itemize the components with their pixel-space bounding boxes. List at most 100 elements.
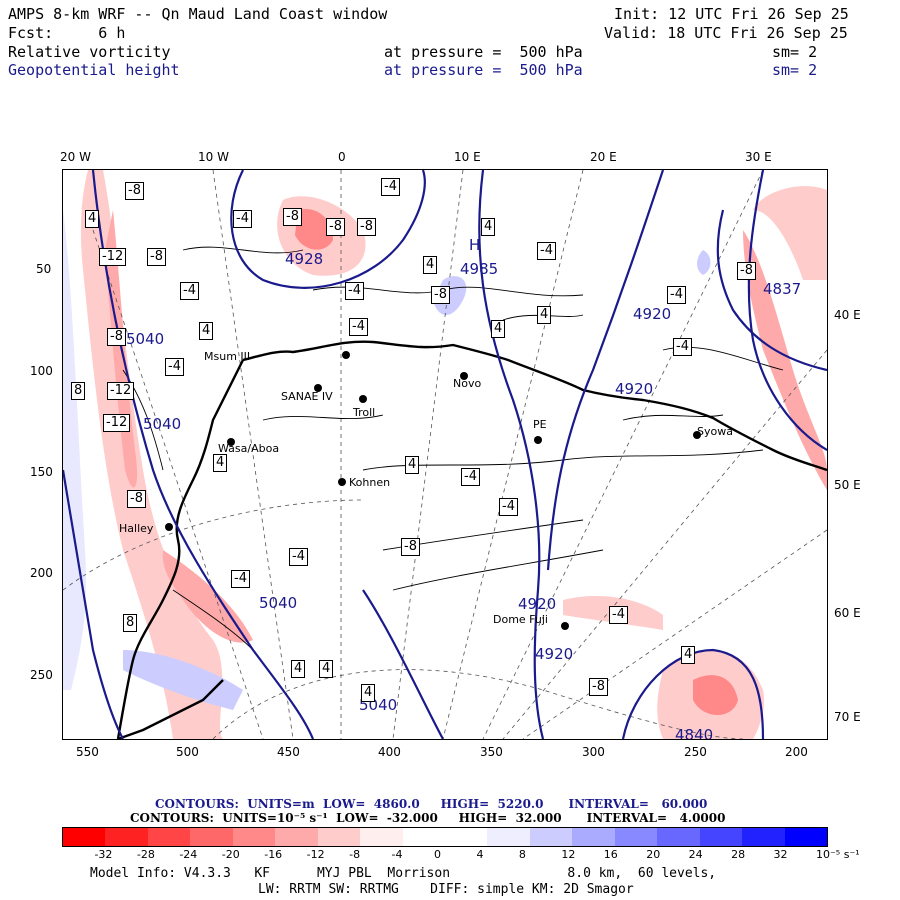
bottom-axis-label: 450 bbox=[277, 745, 300, 759]
colorbar-tick-label: -20 bbox=[221, 848, 240, 861]
vorticity-label: -8 bbox=[589, 678, 608, 696]
colorbar-swatch bbox=[232, 828, 277, 846]
vorticity-label: -4 bbox=[673, 338, 692, 356]
vorticity-label: 4 bbox=[213, 454, 228, 472]
colorbar-tick-label: 8 bbox=[518, 848, 526, 861]
colorbar-swatch bbox=[699, 828, 744, 846]
colorbar-swatch bbox=[63, 828, 107, 846]
station-label: Novo bbox=[453, 377, 482, 390]
bottom-axis-label: 250 bbox=[684, 745, 707, 759]
bottom-axis-label: 200 bbox=[785, 745, 808, 759]
vorticity-label: -12 bbox=[107, 382, 135, 400]
colorbar-tick-label: -28 bbox=[136, 848, 155, 861]
vorticity-label: -8 bbox=[326, 218, 345, 236]
colorbar-swatch bbox=[445, 828, 489, 846]
colorbar-tick-label: 10⁻⁵ s⁻¹ bbox=[816, 848, 860, 861]
vorticity-label: 4 bbox=[291, 660, 306, 678]
colorbar-tick-label: -8 bbox=[349, 848, 361, 861]
colorbar-tick-label: -32 bbox=[94, 848, 113, 861]
colorbar-swatch bbox=[614, 828, 659, 846]
colorbar-swatch bbox=[147, 828, 192, 846]
colorbar-tick-label: 32 bbox=[773, 848, 788, 861]
station-label: Dome Fuji bbox=[493, 613, 548, 626]
field1-smooth: sm= 2 bbox=[772, 43, 818, 61]
vorticity-label: 4 bbox=[491, 320, 506, 338]
station-label: PE bbox=[533, 418, 547, 431]
left-axis-label: 150 bbox=[30, 465, 53, 479]
bottom-axis-label: 500 bbox=[176, 745, 199, 759]
left-axis-label: 100 bbox=[30, 364, 53, 378]
forecast-hour: Fcst: 6 h bbox=[8, 24, 126, 42]
vorticity-contour-info: CONTOURS: UNITS=10⁻⁵ s⁻¹ LOW= -32.000 HI… bbox=[130, 811, 726, 825]
vorticity-label: 4 bbox=[405, 456, 420, 474]
height-label: 5040 bbox=[259, 594, 298, 612]
vorticity-label: -4 bbox=[667, 286, 686, 304]
coastline bbox=[116, 340, 827, 739]
colorbar-tick-label: -24 bbox=[179, 848, 198, 861]
colorbar-tick-label: 12 bbox=[561, 848, 576, 861]
station-markers bbox=[165, 351, 701, 630]
field1-name: Relative vorticity bbox=[8, 43, 171, 61]
right-axis-label: 40 E bbox=[834, 308, 861, 322]
height-label: 4920 bbox=[615, 380, 654, 398]
left-axis-label: 250 bbox=[30, 668, 53, 682]
height-label: 4837 bbox=[763, 280, 802, 298]
right-axis-label: 60 E bbox=[834, 606, 861, 620]
height-label: 4920 bbox=[518, 595, 557, 613]
colorbar-tick-label: 24 bbox=[688, 848, 703, 861]
vorticity-label: -4 bbox=[609, 606, 628, 624]
colorbar-swatch bbox=[529, 828, 574, 846]
height-label: 4928 bbox=[285, 250, 324, 268]
field2-level: at pressure = 500 hPa bbox=[384, 61, 583, 79]
colorbar-swatch bbox=[402, 828, 447, 846]
vorticity-label: -4 bbox=[345, 282, 364, 300]
colorbar-tick-label: 0 bbox=[434, 848, 441, 861]
colorbar-tick-label: 20 bbox=[646, 848, 661, 861]
vorticity-label: 8 bbox=[123, 614, 138, 632]
colorbar-tick-label: 28 bbox=[731, 848, 746, 861]
bottom-axis-label: 550 bbox=[76, 745, 99, 759]
vorticity-label: -4 bbox=[165, 358, 184, 376]
map-canvas bbox=[63, 170, 827, 739]
left-axis-label: 200 bbox=[30, 566, 53, 580]
vorticity-label: -8 bbox=[357, 218, 376, 236]
colorbar-swatch bbox=[105, 828, 150, 846]
vorticity-label: -12 bbox=[99, 248, 127, 266]
top-axis-label: 10 E bbox=[454, 150, 481, 164]
colorbar-tick-label: 16 bbox=[603, 848, 618, 861]
high-marker: H bbox=[469, 236, 481, 254]
field2-smooth: sm= 2 bbox=[772, 61, 818, 79]
station-label: Kohnen bbox=[349, 476, 391, 489]
physics-info: LW: RRTM SW: RRTMG DIFF: simple KM: 2D S… bbox=[258, 882, 634, 897]
height-label: 4840 bbox=[675, 726, 714, 740]
right-axis-label: 70 E bbox=[834, 710, 861, 724]
height-contours bbox=[63, 170, 827, 739]
vorticity-label: 4 bbox=[85, 210, 100, 228]
vorticity-label: -8 bbox=[147, 248, 166, 266]
vorticity-label: -4 bbox=[289, 548, 308, 566]
vorticity-label: 4 bbox=[481, 218, 496, 236]
latlon-grid bbox=[63, 170, 827, 739]
colorbar-swatch bbox=[572, 828, 617, 846]
title: AMPS 8-km WRF -- Qn Maud Land Coast wind… bbox=[8, 5, 388, 23]
height-label: 4985 bbox=[460, 260, 499, 278]
valid-time: Valid: 18 UTC Fri 26 Sep 25 bbox=[604, 24, 848, 42]
top-axis-label: 10 W bbox=[198, 150, 229, 164]
vorticity-label: -4 bbox=[461, 468, 480, 486]
colorbar-tick-label: -4 bbox=[391, 848, 403, 861]
colorbar-swatch bbox=[360, 828, 405, 846]
colorbar-swatch bbox=[190, 828, 235, 846]
vorticity-label: 4 bbox=[537, 306, 552, 324]
vorticity-label: -4 bbox=[499, 498, 518, 516]
colorbar-swatch bbox=[317, 828, 362, 846]
vorticity-label: 4 bbox=[361, 684, 376, 702]
top-axis-label: 20 E bbox=[590, 150, 617, 164]
station-label: Halley bbox=[119, 522, 154, 535]
vorticity-label: -4 bbox=[381, 178, 400, 196]
field2-name: Geopotential height bbox=[8, 61, 180, 79]
field1-level: at pressure = 500 hPa bbox=[384, 43, 583, 61]
colorbar-tick-label: -12 bbox=[306, 848, 325, 861]
station-label: SANAE IV bbox=[281, 390, 333, 403]
station-label: Wasa/Aboa bbox=[218, 442, 280, 455]
vorticity-label: -4 bbox=[180, 282, 199, 300]
